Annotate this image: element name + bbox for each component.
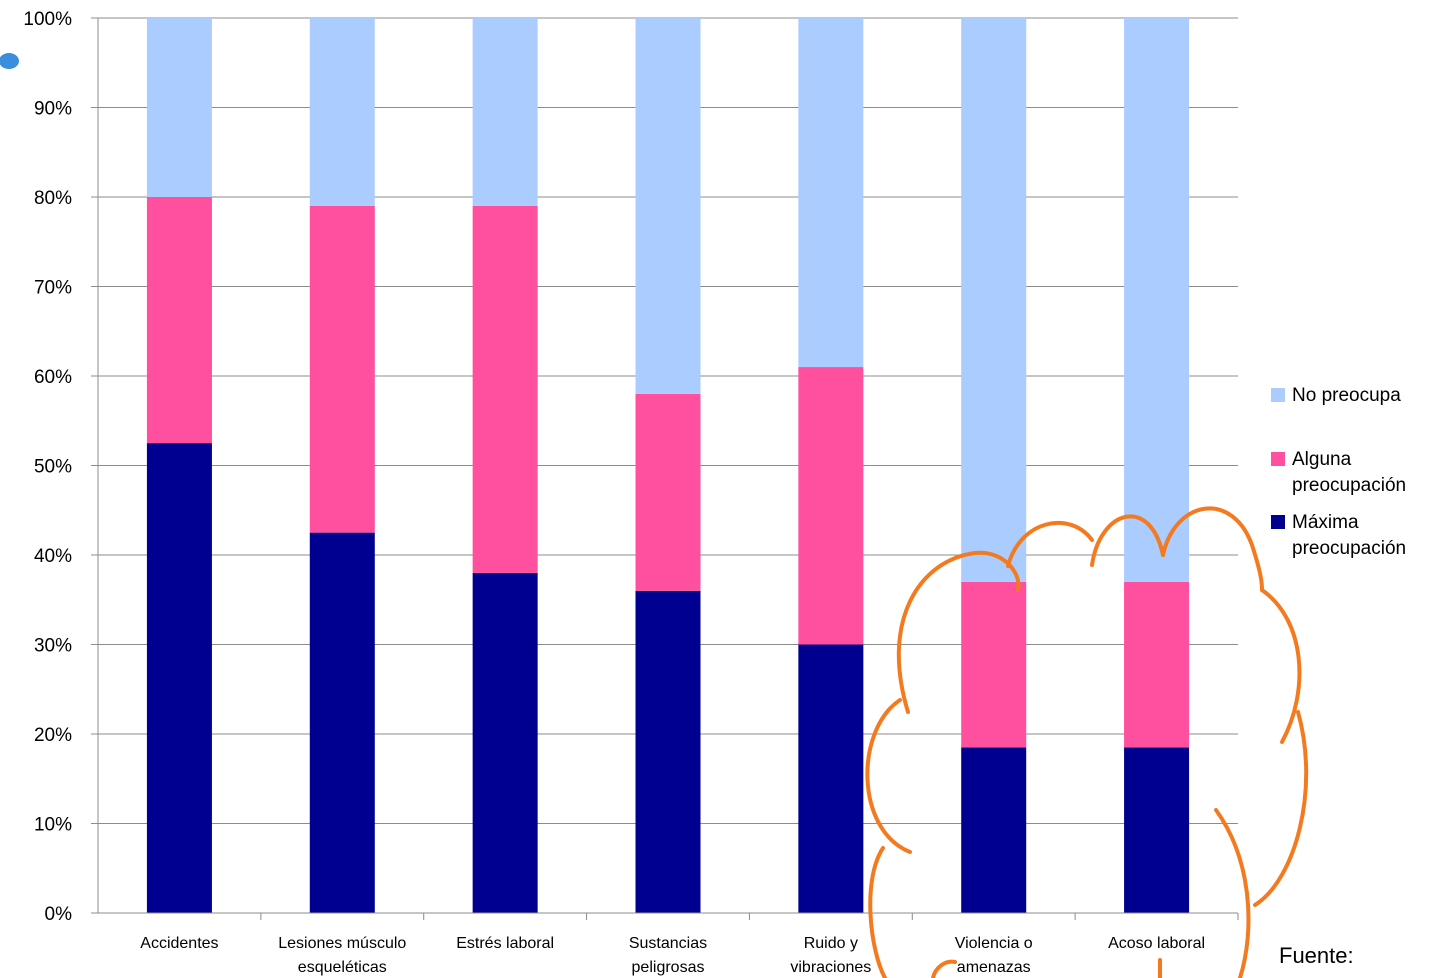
bar-segment — [798, 367, 864, 645]
y-tick-label: 0% — [45, 904, 73, 925]
bar-segment — [961, 581, 1027, 748]
bar-segment — [309, 532, 375, 913]
legend-label: Alguna preocupación — [1292, 449, 1406, 496]
bars — [146, 18, 1190, 913]
legend: No preocupa Alguna preocupación Máxima preoc… — [1271, 385, 1406, 559]
y-tick-label: 100% — [23, 9, 72, 30]
legend-swatch — [1271, 452, 1285, 466]
legend-label: No preocupa — [1292, 385, 1401, 406]
x-tick-label: Ruido y vibraciones — [790, 935, 871, 976]
bar-segment — [798, 644, 864, 913]
y-tick-label: 50% — [34, 457, 72, 478]
bar-segment — [961, 747, 1027, 913]
legend-swatch — [1271, 388, 1285, 402]
y-tick-label: 70% — [34, 278, 72, 299]
x-tick-labels: Accidentes Lesiones músculo esqueléticas Es… — [140, 935, 1205, 976]
bar-segment — [961, 18, 1027, 582]
y-tick-labels: 0% 10% 20% 30% 40% 50% 60% 70% 80% 90% 100% — [23, 9, 72, 925]
legend-swatch — [1271, 515, 1285, 529]
bar-segment — [635, 590, 701, 913]
y-tick-label: 60% — [34, 367, 72, 388]
y-tick-label: 90% — [34, 99, 72, 120]
x-tick-label: Estrés laboral — [456, 935, 554, 952]
axes — [91, 17, 1239, 920]
bar-segment — [309, 18, 375, 206]
bar-segment — [1124, 581, 1190, 748]
x-tick-label: Acoso laboral — [1108, 935, 1205, 952]
legend-label: Máxima preocupación — [1292, 512, 1406, 559]
source-label: Fuente: — [1279, 943, 1354, 968]
bar-segment — [635, 18, 701, 394]
x-tick-label: Violencia o amenazas — [955, 935, 1033, 976]
y-tick-label: 10% — [34, 815, 72, 836]
bar-segment — [472, 18, 538, 206]
highlight-cloud-annotation — [865, 506, 1309, 978]
x-tick-label: Accidentes — [140, 935, 218, 952]
bar-segment — [146, 443, 212, 913]
bar-segment — [635, 393, 701, 591]
x-tick-label: Sustancias peligrosas — [629, 935, 707, 976]
y-tick-label: 20% — [34, 725, 72, 746]
bar-segment — [1124, 747, 1190, 913]
bar-segment — [309, 205, 375, 533]
bar-segment — [1124, 18, 1190, 582]
bar-segment — [472, 205, 538, 573]
y-tick-label: 40% — [34, 546, 72, 567]
bar-segment — [146, 18, 212, 197]
corner-marker — [0, 53, 19, 69]
bar-segment — [798, 18, 864, 368]
bar-segment — [146, 197, 212, 444]
x-tick-label: Lesiones músculo esqueléticas — [278, 935, 406, 976]
y-tick-label: 80% — [34, 188, 72, 209]
y-tick-label: 30% — [34, 636, 72, 657]
bar-segment — [472, 572, 538, 913]
